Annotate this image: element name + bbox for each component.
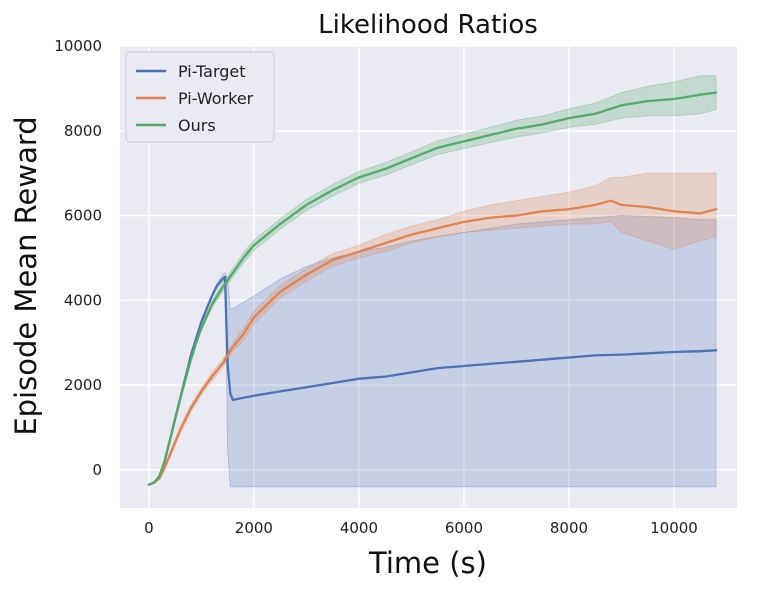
x-axis-label: Time (s) [368,546,487,580]
band-pi-worker [148,172,717,486]
grid-lines [120,45,737,508]
series-lines [147,91,718,486]
x-tick-label: 10000 [650,519,698,537]
y-tick-label: 0 [92,461,102,479]
series-line-ours [147,91,718,486]
y-tick-label: 4000 [64,291,102,309]
y-tick-label: 2000 [64,376,102,394]
x-tick-label: 6000 [445,519,483,537]
x-tick-label: 0 [144,519,154,537]
x-axis-ticks: 0 2000 4000 6000 8000 10000 [144,519,698,537]
legend-label-pi-worker: Pi-Worker [178,89,254,108]
y-axis-label: Episode Mean Reward [9,116,43,435]
legend-label-ours: Ours [178,116,216,135]
y-tick-label: 6000 [64,207,102,225]
legend-box [125,51,275,143]
x-tick-label: 2000 [235,519,273,537]
y-tick-label: 8000 [64,122,102,140]
x-tick-label: 4000 [340,519,378,537]
y-axis-ticks: 0 2000 4000 6000 8000 10000 [54,37,102,479]
band-ours [148,75,717,486]
chart-title: Likelihood Ratios [318,10,538,40]
y-tick-label: 10000 [54,37,102,55]
x-tick-label: 8000 [550,519,588,537]
legend: Pi-Target Pi-Worker Ours [125,51,275,143]
legend-label-pi-target: Pi-Target [178,62,246,81]
series-line-pi-worker [147,199,718,486]
